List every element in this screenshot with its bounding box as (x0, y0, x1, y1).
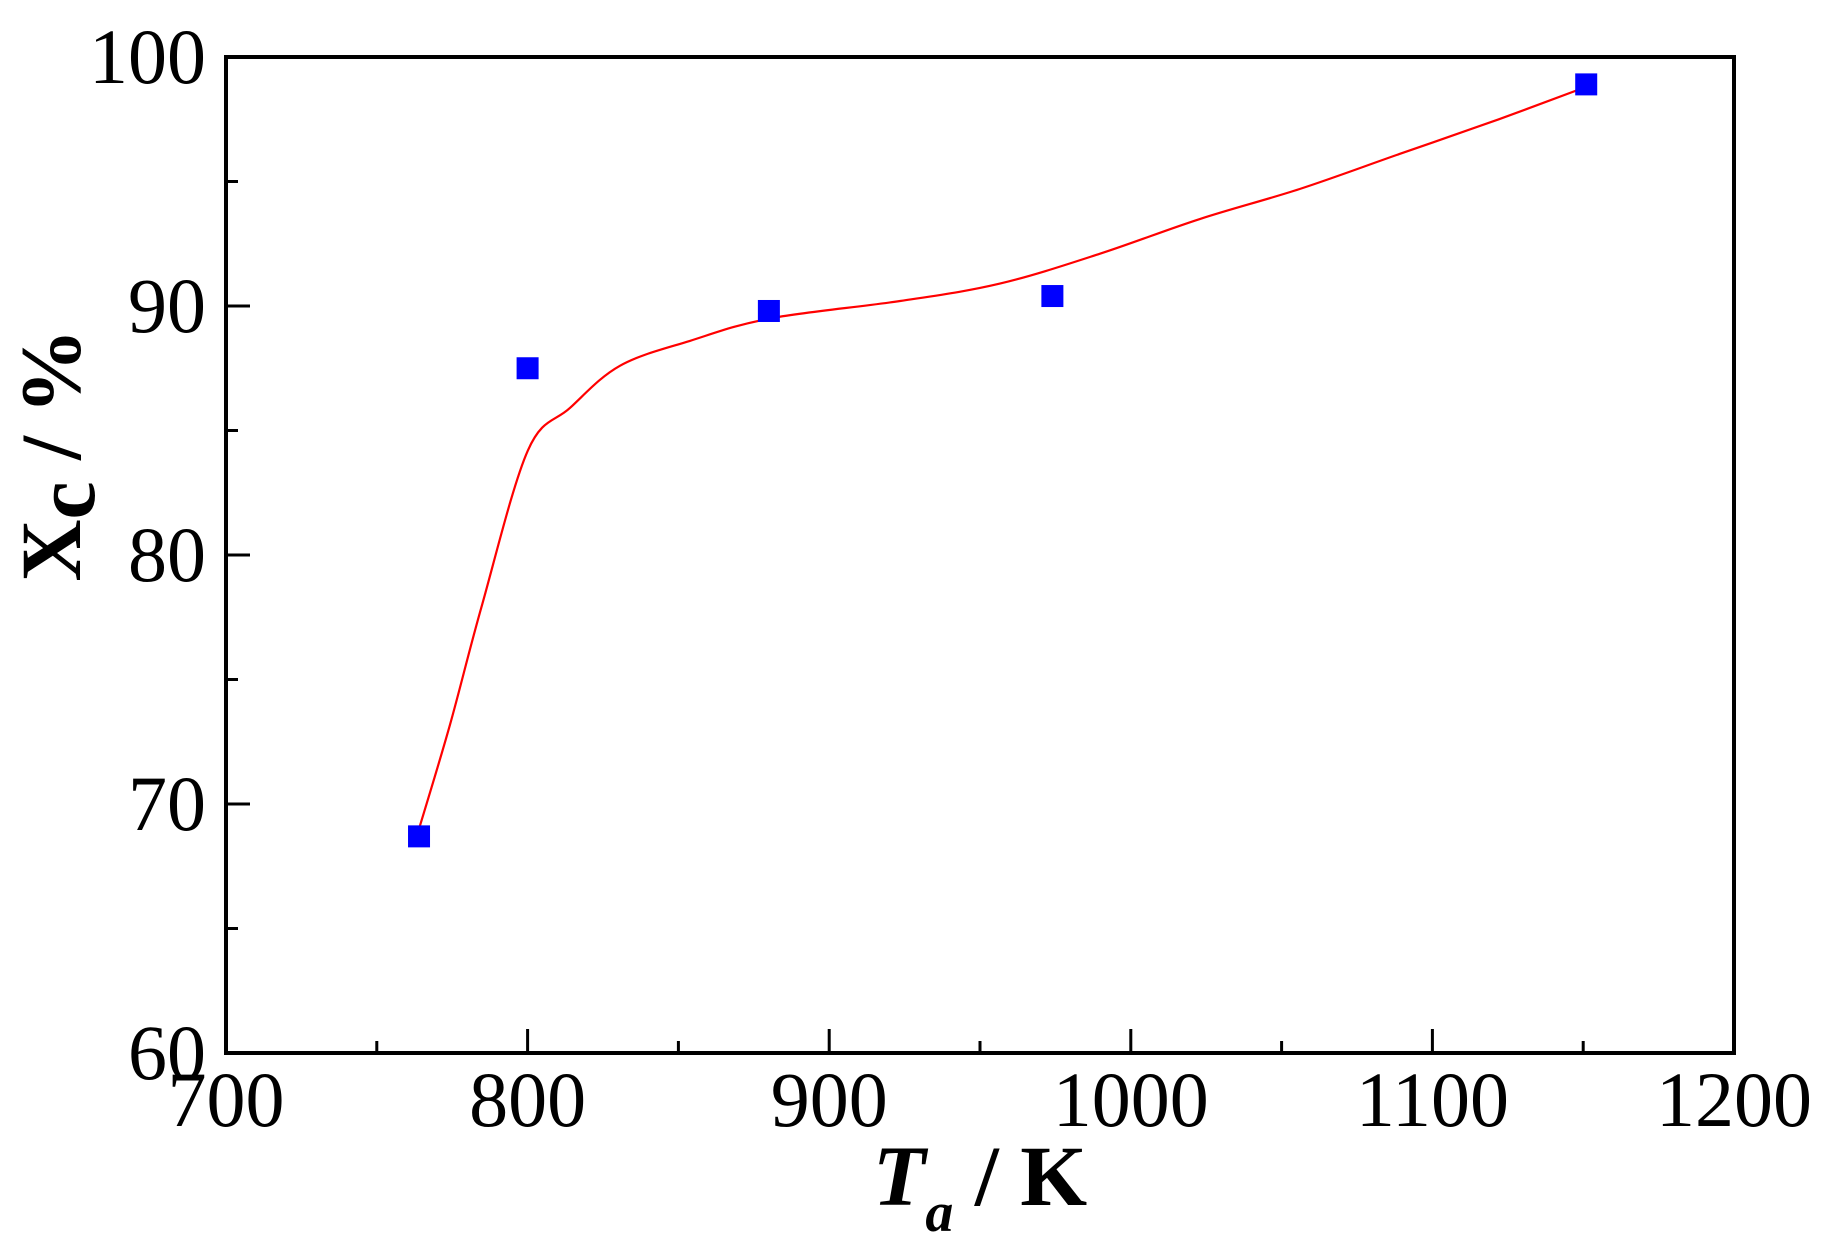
y-tick-label: 80 (128, 511, 206, 598)
y-tick-label: 100 (89, 13, 206, 100)
y-axis-title-sub: c (17, 481, 113, 519)
x-axis-title-sub: a (925, 1182, 953, 1244)
x-tick-label: 900 (771, 1056, 888, 1143)
y-axis-title-main: X (3, 519, 99, 581)
y-tick-label: 60 (128, 1009, 206, 1096)
x-tick-label: 700 (168, 1056, 285, 1143)
y-axis-title-unit: / % (3, 328, 99, 481)
fit-curve (417, 85, 1587, 830)
data-point-square (516, 357, 539, 380)
data-point-square (1575, 73, 1598, 96)
x-axis-title-main: T (873, 1128, 929, 1224)
data-markers (408, 73, 1598, 848)
y-tick-label: 90 (128, 262, 206, 349)
x-tick-label: 1000 (1053, 1056, 1209, 1143)
x-tick-labels: 700 800 900 1000 1100 1200 (168, 1056, 1813, 1143)
major-ticks (224, 55, 1736, 1055)
y-tick-label: 70 (128, 760, 206, 847)
x-axis-title: Ta / K (873, 1128, 1087, 1244)
x-tick-label: 1200 (1656, 1056, 1812, 1143)
data-point-square (408, 825, 431, 848)
data-point-square (1041, 285, 1064, 308)
x-axis-title-unit: / K (953, 1128, 1087, 1224)
x-tick-label: 800 (469, 1056, 586, 1143)
minor-ticks (226, 180, 1585, 1053)
data-point-square (757, 299, 780, 322)
x-tick-label: 1100 (1356, 1056, 1509, 1143)
y-tick-labels: 60 70 80 90 100 (89, 13, 206, 1096)
plot-frame (224, 55, 1736, 1055)
y-axis-title: Xc / % (3, 328, 113, 581)
